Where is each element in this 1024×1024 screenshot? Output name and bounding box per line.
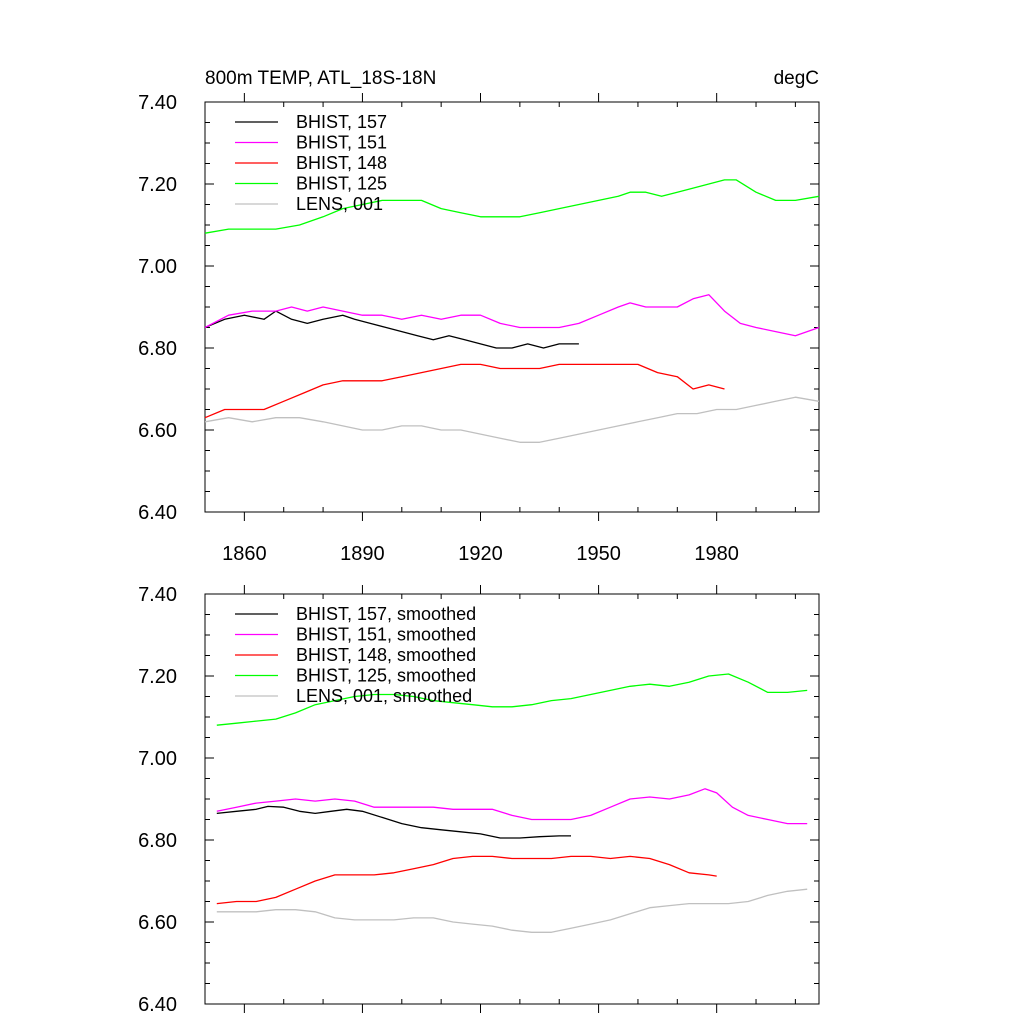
- legend-label: BHIST, 125, smoothed: [296, 666, 476, 686]
- legend-label: BHIST, 157, smoothed: [296, 604, 476, 624]
- series-line-3: [216, 855, 717, 905]
- y-tick-label: 6.40: [138, 994, 177, 1016]
- y-tick-label: 6.40: [138, 502, 177, 524]
- x-tick-label: 1980: [694, 543, 739, 565]
- legend-label: BHIST, 151, smoothed: [296, 625, 476, 645]
- y-tick-label: 7.40: [138, 584, 177, 606]
- legend-label: BHIST, 148, smoothed: [296, 645, 476, 665]
- legend-label: BHIST, 157: [296, 112, 387, 132]
- y-tick-label: 6.60: [138, 912, 177, 934]
- series-line-5: [216, 888, 808, 933]
- legend-label: LENS, 001: [296, 194, 383, 214]
- series-line-2: [216, 788, 808, 825]
- x-tick-label: 1920: [458, 543, 503, 565]
- y-tick-label: 6.80: [138, 338, 177, 360]
- series-line-1: [216, 805, 571, 839]
- series-line-4: [216, 673, 808, 726]
- chart-title-left: 800m TEMP, ATL_18S-18N: [205, 68, 436, 89]
- legend-label: BHIST, 148: [296, 153, 387, 173]
- y-tick-label: 7.40: [138, 92, 177, 114]
- y-tick-label: 7.00: [138, 748, 177, 770]
- y-tick-label: 6.80: [138, 830, 177, 852]
- x-tick-label: 1890: [340, 543, 385, 565]
- legend-label: LENS, 001, smoothed: [296, 686, 472, 706]
- chart-panel-1: 6.40 6.60 6.80 7.00 7.20 7.40 1860 1890 1920 1950…: [138, 68, 820, 565]
- y-tick-label: 7.00: [138, 256, 177, 278]
- legend-label: BHIST, 151: [296, 133, 387, 153]
- series-line-5: [204, 396, 820, 443]
- chart-panel-2: 6.40 6.60 6.80 7.00 7.20 7.40 BHIST, 157, smoo…: [138, 584, 820, 1016]
- series-line-2: [204, 294, 820, 337]
- series-line-4: [204, 179, 820, 234]
- x-tick-label: 1950: [576, 543, 621, 565]
- series-line-3: [204, 363, 725, 419]
- x-tick-label: 1860: [222, 543, 267, 565]
- chart-title-right: degC: [774, 68, 819, 89]
- y-tick-label: 6.60: [138, 420, 177, 442]
- series-line-1: [204, 310, 579, 349]
- legend-label: BHIST, 125: [296, 174, 387, 194]
- y-tick-label: 7.20: [138, 666, 177, 688]
- y-tick-label: 7.20: [138, 174, 177, 196]
